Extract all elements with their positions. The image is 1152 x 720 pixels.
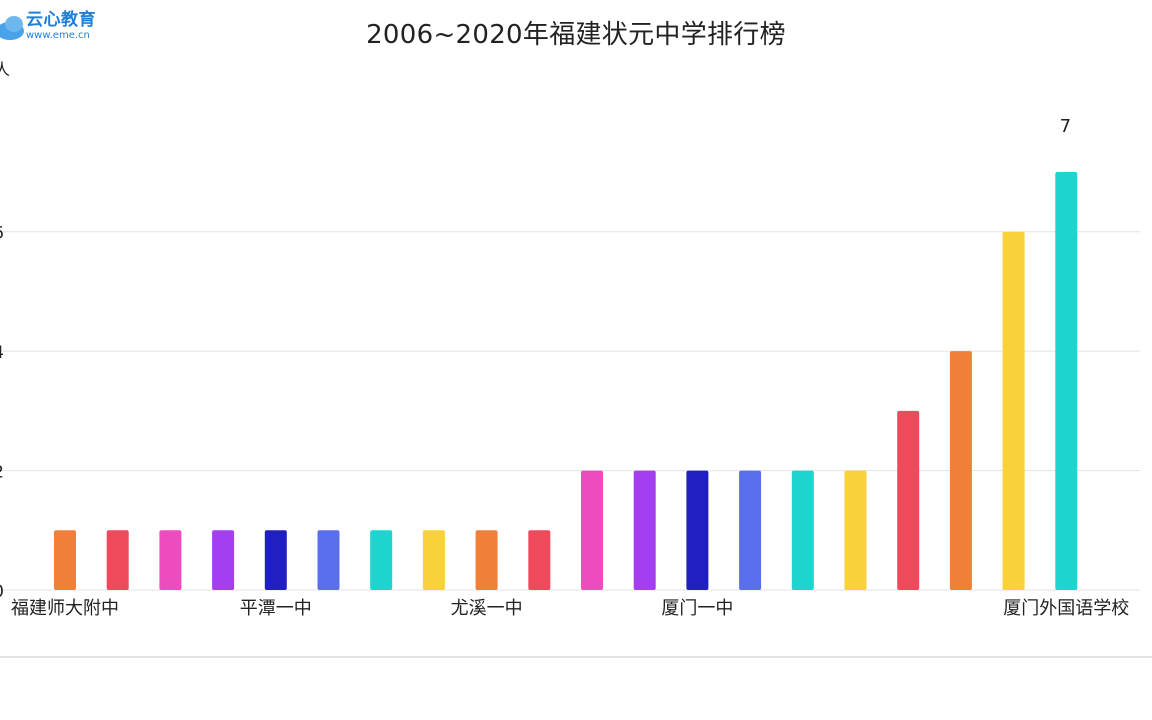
bar bbox=[581, 470, 603, 590]
bar bbox=[212, 530, 235, 590]
bar bbox=[106, 530, 129, 590]
brand-url: www.eme.cn bbox=[26, 29, 90, 41]
bar bbox=[949, 351, 972, 590]
bar bbox=[370, 530, 393, 590]
chart-title: 2006~2020年福建状元中学排行榜 bbox=[366, 20, 786, 50]
y-tick-labels: 0 2 4 6 bbox=[0, 224, 4, 602]
y-tick-label: 6 bbox=[0, 224, 4, 244]
y-axis-unit: 人 bbox=[0, 60, 11, 79]
bar bbox=[54, 530, 76, 590]
grid-lines bbox=[0, 231, 1140, 591]
bar bbox=[844, 470, 867, 590]
brand-logo: 云心教育 www.eme.cn bbox=[0, 6, 96, 46]
bar bbox=[159, 530, 182, 590]
bar bbox=[1002, 231, 1025, 590]
brand-name: 云心教育 bbox=[26, 9, 96, 30]
x-tick-label: 福建师大附中 bbox=[11, 598, 119, 619]
data-label: 7 bbox=[1060, 116, 1071, 137]
x-tick-label: 厦门一中 bbox=[661, 598, 733, 619]
bar bbox=[791, 470, 814, 590]
bar bbox=[1055, 172, 1078, 590]
cloud-icon bbox=[0, 16, 24, 40]
bar bbox=[686, 470, 709, 590]
bar bbox=[633, 470, 656, 590]
x-tick-label: 厦门外国语学校 bbox=[1003, 598, 1129, 619]
bar bbox=[897, 410, 920, 590]
bar bbox=[739, 470, 762, 590]
bar bbox=[317, 530, 340, 590]
bar bbox=[528, 530, 551, 590]
y-tick-label: 2 bbox=[0, 463, 4, 483]
x-tick-label: 平潭一中 bbox=[240, 598, 312, 619]
bar bbox=[264, 530, 287, 590]
divider bbox=[0, 656, 1152, 658]
bars bbox=[54, 172, 1078, 590]
x-tick-labels: 福建师大附中 平潭一中 尤溪一中 厦门一中 厦门外国语学校 bbox=[11, 598, 1129, 619]
x-tick-label: 尤溪一中 bbox=[451, 598, 523, 619]
y-tick-label: 4 bbox=[0, 343, 4, 363]
data-labels: 7 bbox=[1060, 116, 1071, 137]
bar bbox=[422, 530, 445, 590]
bar bbox=[475, 530, 498, 590]
y-tick-label: 0 bbox=[0, 582, 4, 602]
